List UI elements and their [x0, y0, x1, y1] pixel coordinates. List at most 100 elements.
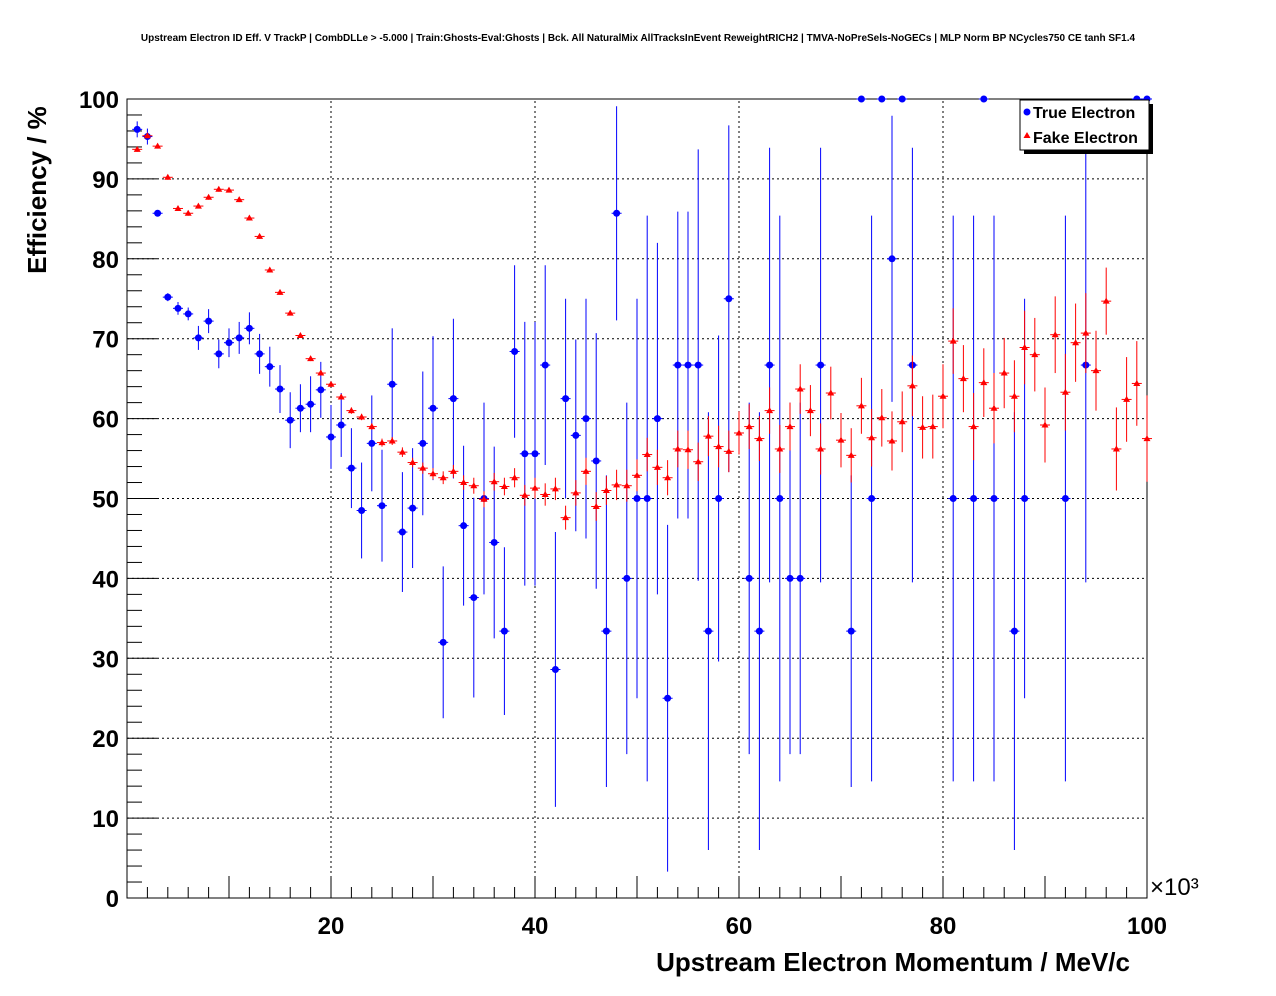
fake-electron-point [1041, 421, 1049, 428]
true-electron-point [500, 627, 508, 635]
true-electron-point [857, 95, 865, 103]
fake-electron-point [572, 489, 580, 496]
fake-electron-point [439, 474, 447, 481]
true-electron-point [490, 538, 498, 546]
fake-electron-point [1082, 329, 1090, 336]
fake-electron-point [531, 484, 539, 491]
fake-electron-point [939, 392, 947, 399]
fake-electron-point [827, 389, 835, 396]
y-tick-label: 50 [92, 487, 119, 514]
fake-electron-point [684, 446, 692, 453]
y-tick-label: 100 [79, 87, 119, 114]
fake-electron-point [184, 209, 192, 216]
fake-electron-point [276, 288, 284, 295]
true-electron-point [694, 361, 702, 369]
fake-electron-point [307, 355, 315, 362]
true-electron-point [541, 361, 549, 369]
fake-electron-point [143, 132, 151, 139]
fake-electron-point [256, 232, 264, 239]
true-electron-point [817, 361, 825, 369]
fake-electron-point [562, 514, 570, 521]
true-electron-point [888, 255, 896, 263]
fake-electron-point [623, 482, 631, 489]
true-electron-point [521, 450, 529, 458]
fake-electron-point [1143, 435, 1151, 442]
legend-fake-electron-marker [1023, 132, 1031, 138]
fake-electron-point [327, 380, 335, 387]
fake-electron-point [429, 470, 437, 477]
true-electron-point [796, 574, 804, 582]
fake-electron-point [449, 467, 457, 474]
fake-electron-point [613, 481, 621, 488]
true-electron-point [980, 95, 988, 103]
true-electron-point [215, 350, 223, 358]
fake-electron-point [786, 423, 794, 430]
true-electron-point [613, 209, 621, 217]
true-electron-point [235, 334, 243, 342]
true-electron-point [256, 350, 264, 358]
true-electron-point [786, 574, 794, 582]
fake-electron-point [1010, 392, 1018, 399]
fake-electron-point [286, 309, 294, 316]
true-electron-point [572, 431, 580, 439]
true-electron-point [174, 304, 182, 312]
true-electron-point [511, 347, 519, 355]
fake-electron-point [1051, 331, 1059, 338]
x-tick-label: 20 [318, 913, 345, 940]
true-electron-point [194, 334, 202, 342]
true-electron-point [205, 317, 213, 325]
fake-electron-point [704, 432, 712, 439]
true-electron-point [460, 522, 468, 530]
true-electron-point [868, 495, 876, 502]
true-electron-point [562, 395, 570, 403]
true-electron-point [429, 404, 437, 412]
y-tick-label: 20 [92, 726, 119, 753]
fake-electron-point [664, 474, 672, 481]
true-electron-point [776, 495, 784, 502]
legend-true-electron-marker [1023, 108, 1031, 116]
fake-electron-point [245, 214, 253, 221]
fake-electron-point [735, 429, 743, 436]
fake-electron-point [868, 434, 876, 441]
y-tick-label: 30 [92, 646, 119, 673]
true-electron-point [449, 395, 457, 403]
legend: True Electron Fake Electron [1019, 99, 1153, 154]
true-electron-point [154, 209, 162, 217]
fake-electron-point [398, 448, 406, 455]
fake-electron-point [643, 451, 651, 458]
fake-electron-point [490, 478, 498, 485]
fake-electron-point [215, 185, 223, 192]
true-electron-point [582, 415, 590, 423]
true-electron-point [602, 627, 610, 635]
fake-electron-point [419, 464, 427, 471]
x-tick-label: 100 [1127, 913, 1167, 940]
true-electron-point [684, 361, 692, 369]
fake-electron-point [541, 491, 549, 498]
true-electron-point [317, 386, 325, 394]
true-electron-point [592, 457, 600, 465]
fake-electron-point [755, 435, 763, 442]
fake-electron-point [919, 423, 927, 430]
data-points [132, 95, 1152, 872]
fake-electron-point [337, 393, 345, 400]
y-tick-label: 90 [92, 167, 119, 194]
y-tick-label: 70 [92, 327, 119, 354]
fake-electron-point [1061, 388, 1069, 395]
true-electron-point [847, 627, 855, 635]
fake-electron-point [959, 375, 967, 382]
true-electron-point [184, 310, 192, 318]
true-electron-point [878, 95, 886, 103]
fake-electron-point [296, 332, 304, 339]
true-electron-point [674, 361, 682, 369]
true-electron-point [358, 506, 366, 514]
true-electron-point [368, 439, 376, 447]
true-electron-point [1010, 627, 1018, 635]
true-electron-point [704, 627, 712, 635]
fake-electron-point [796, 385, 804, 392]
fake-electron-point [358, 413, 366, 420]
fake-electron-point [133, 145, 141, 152]
fake-electron-point [1092, 367, 1100, 374]
fake-electron-point [164, 173, 172, 180]
true-electron-point [327, 433, 335, 441]
fake-electron-point [582, 467, 590, 474]
